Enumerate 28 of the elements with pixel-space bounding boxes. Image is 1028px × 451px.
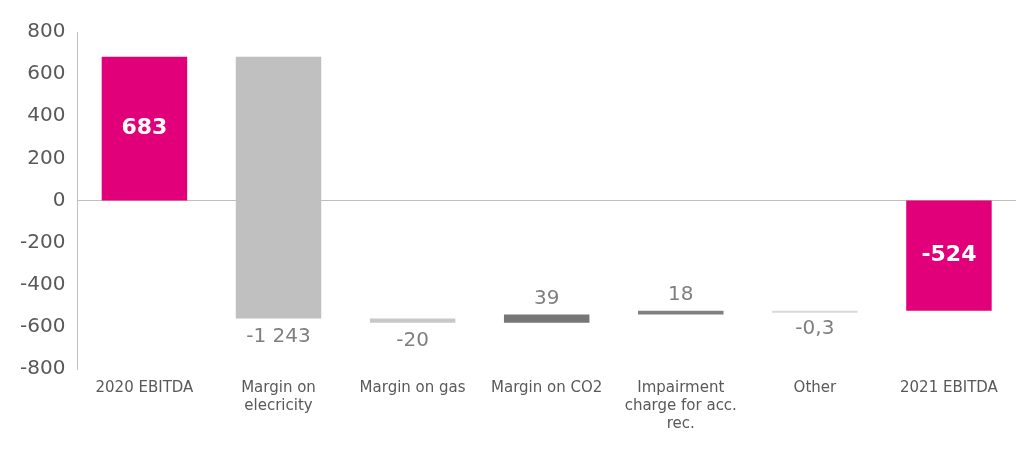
data-label: 18	[668, 280, 694, 305]
data-label: 683	[121, 114, 168, 140]
data-label: -524	[921, 241, 977, 267]
x-tick-label: Margin on CO2	[491, 377, 603, 396]
data-label: -1 243	[246, 322, 311, 347]
y-tick-label: -200	[20, 228, 66, 253]
bar	[906, 200, 992, 311]
bar	[772, 310, 858, 313]
bar	[503, 314, 590, 323]
bar	[369, 318, 456, 323]
y-tick-label: -600	[20, 313, 66, 338]
y-tick-label: 0	[52, 186, 66, 211]
x-tick-label: Impairment charge for acc. rec.	[624, 377, 737, 432]
y-tick-label: 400	[27, 102, 66, 127]
y-tick-label: 600	[27, 60, 66, 85]
data-label: 39	[533, 284, 560, 309]
y-tick-label: 800	[27, 18, 66, 43]
y-tick-label: -400	[20, 270, 66, 295]
data-label: -0,3	[795, 314, 835, 339]
x-tick-label: Other	[793, 377, 837, 396]
y-tick-label: -800	[20, 355, 66, 380]
x-tick-label: Margin on gas	[359, 377, 466, 396]
x-tick-label: Margin on elecricity	[241, 377, 316, 414]
x-tick-label: 2020 EBITDA	[95, 377, 195, 396]
data-label: -20	[396, 326, 429, 351]
y-tick-label: 200	[27, 144, 66, 169]
x-tick-label: 2021 EBITDA	[900, 377, 999, 396]
bar	[101, 56, 188, 201]
